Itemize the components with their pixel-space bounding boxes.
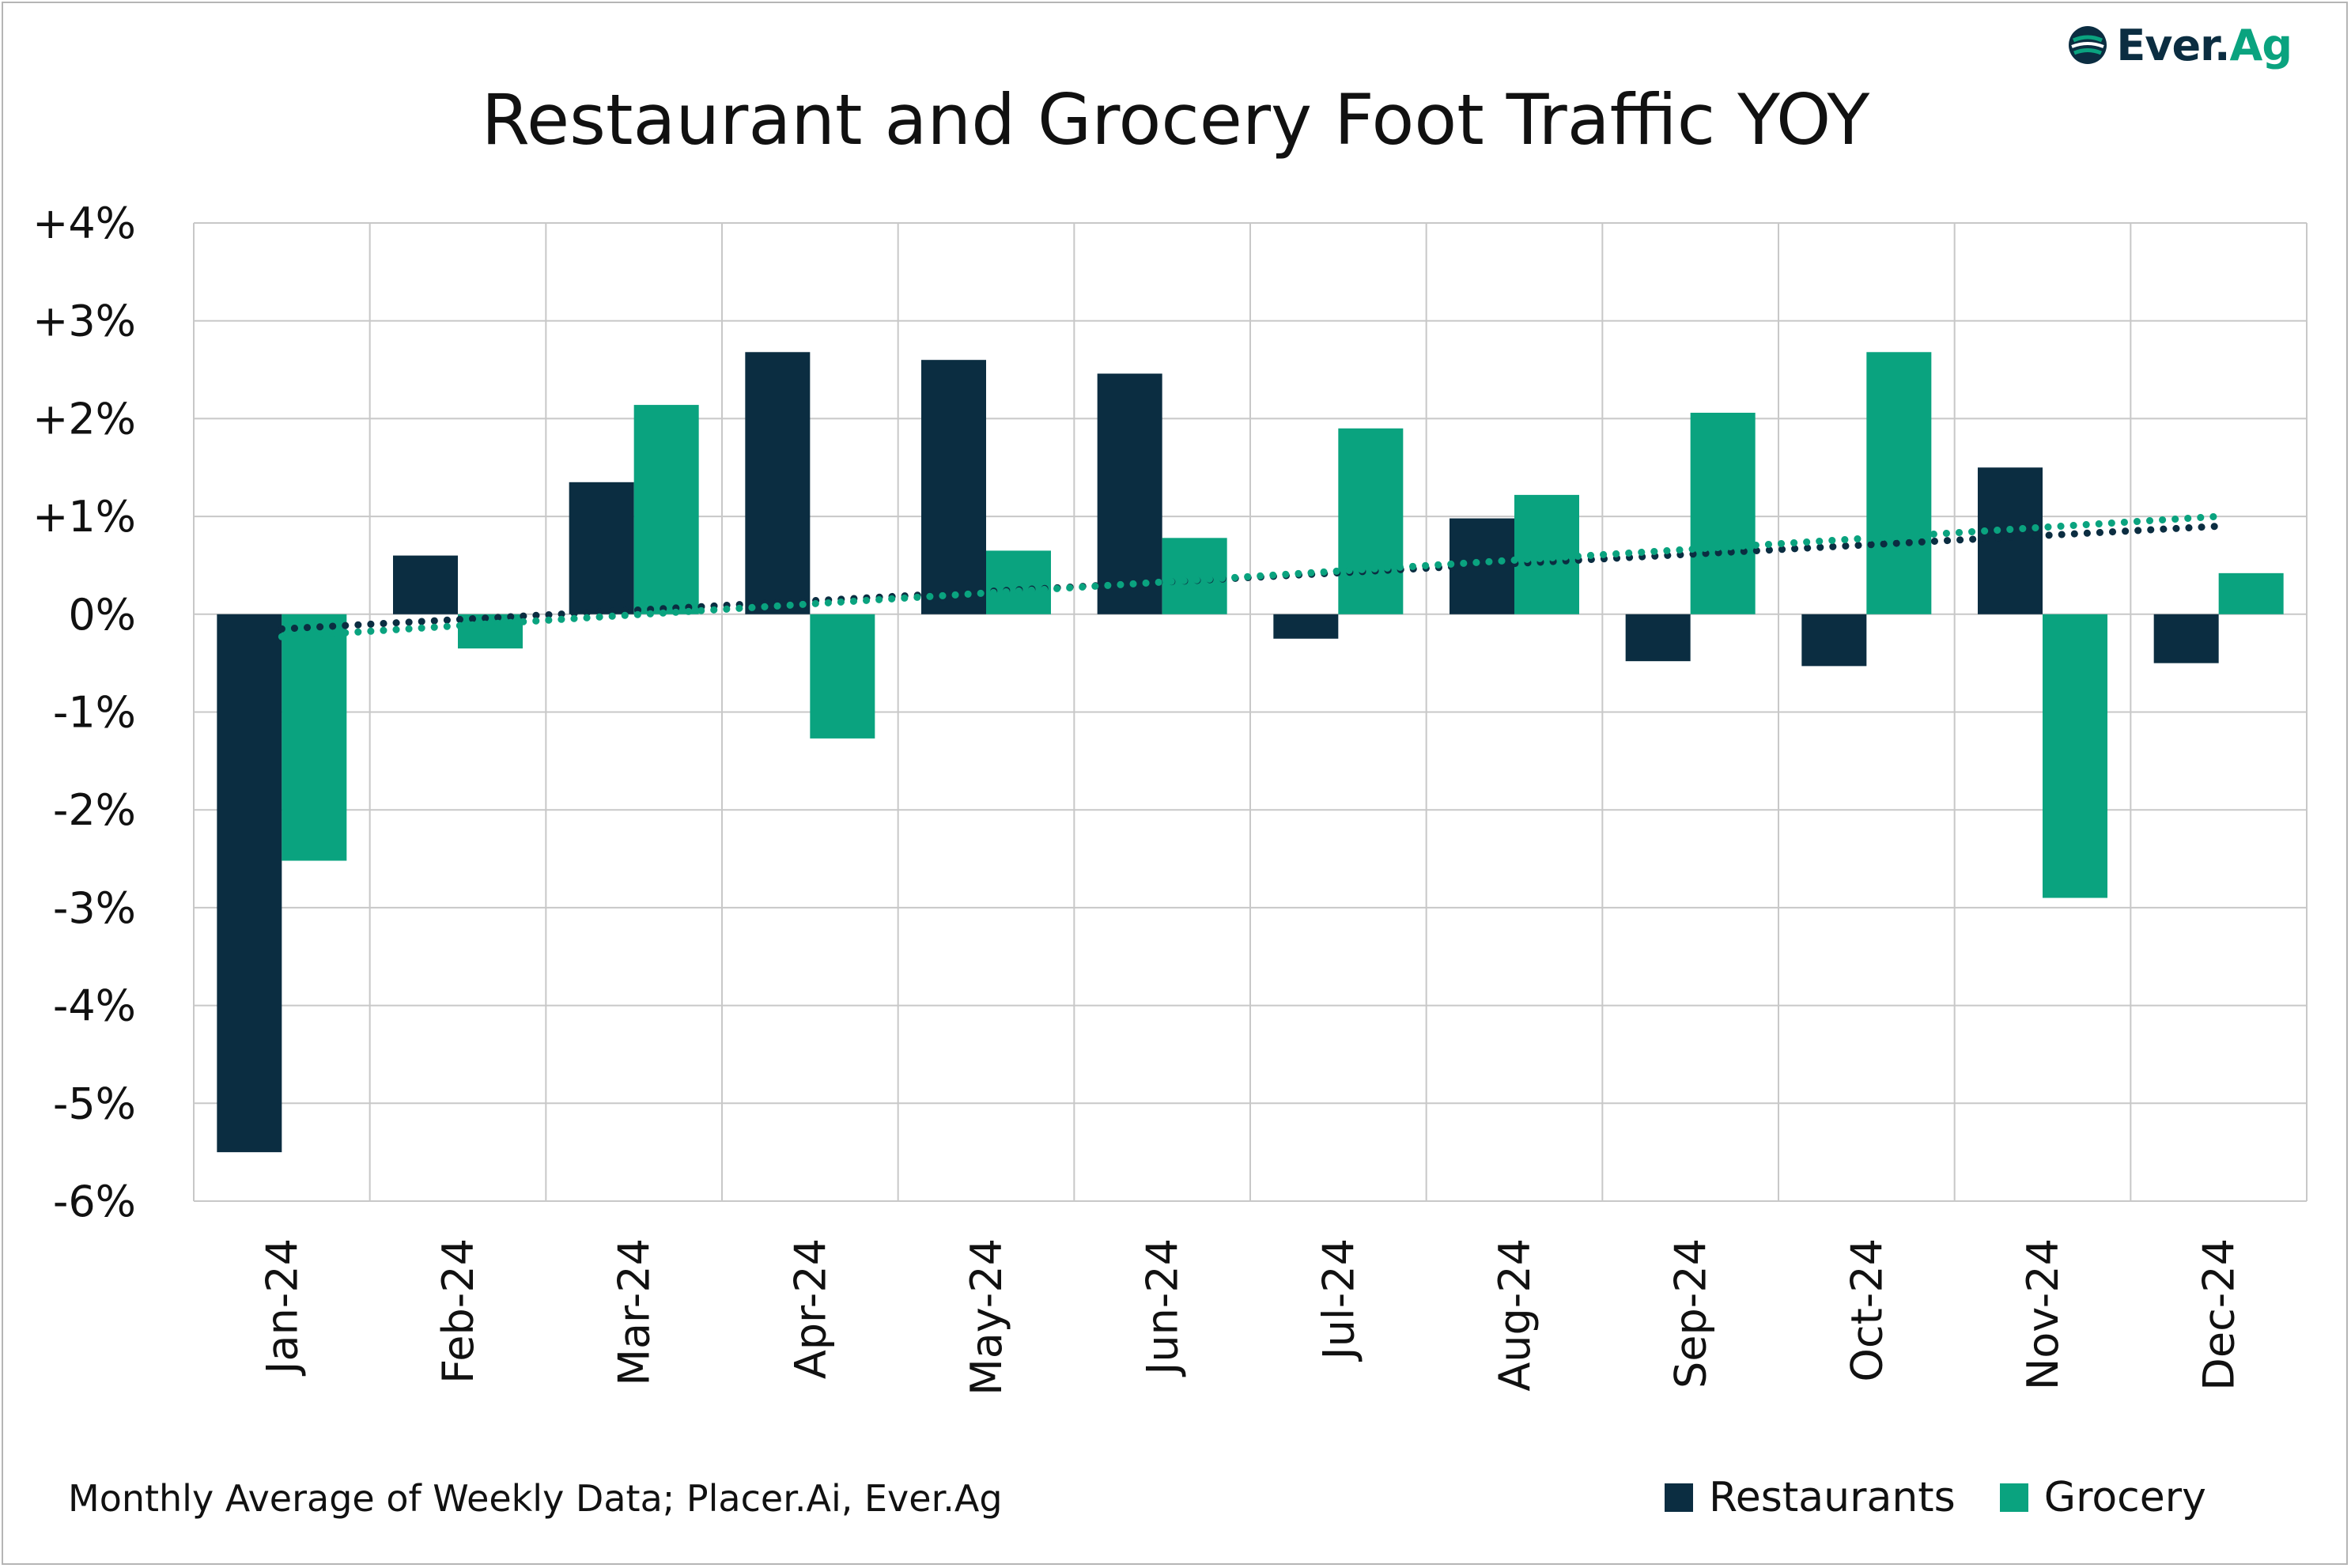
- bar-grocery-sep-24: [1690, 412, 1756, 614]
- x-tick-label: Nov-24: [2018, 1238, 2068, 1390]
- bar-grocery-dec-24: [2218, 572, 2284, 614]
- bar-grocery-jun-24: [1162, 538, 1227, 614]
- ever-ag-logo-icon: [2069, 26, 2107, 64]
- y-tick-label: -6%: [53, 1177, 136, 1226]
- bar-restaurants-oct-24: [1801, 614, 1867, 667]
- bar-restaurants-jan-24: [217, 614, 282, 1153]
- brand-name-main: Ever.: [2116, 20, 2230, 70]
- bar-restaurants-apr-24: [745, 352, 811, 614]
- y-tick-label: -5%: [53, 1079, 136, 1128]
- bar-grocery-jul-24: [1338, 428, 1404, 614]
- bar-grocery-aug-24: [1514, 494, 1579, 614]
- bar-grocery-nov-24: [2043, 614, 2107, 898]
- chart-footnote: Monthly Average of Weekly Data; Placer.A…: [68, 1477, 1003, 1520]
- x-tick-label: Jul-24: [1313, 1238, 1363, 1362]
- bar-restaurants-jun-24: [1097, 373, 1162, 614]
- bar-restaurants-sep-24: [1625, 614, 1691, 662]
- bar-restaurants-feb-24: [393, 555, 458, 614]
- legend-item-restaurants: Restaurants: [1665, 1474, 1956, 1521]
- y-tick-label: 0%: [68, 590, 136, 640]
- trendline-grocery: [278, 512, 2223, 640]
- x-tick-label: Feb-24: [433, 1238, 483, 1384]
- bar-grocery-jan-24: [282, 614, 347, 861]
- y-tick-label: -3%: [53, 883, 136, 933]
- x-tick-label: Sep-24: [1666, 1238, 1716, 1389]
- x-tick-label: Dec-24: [2194, 1238, 2244, 1391]
- x-tick-label: Jan-24: [257, 1238, 307, 1376]
- chart-legend: Restaurants Grocery: [1665, 1474, 2251, 1521]
- bar-grocery-apr-24: [810, 614, 875, 739]
- bar-grocery-may-24: [986, 550, 1051, 614]
- x-tick-label: Mar-24: [610, 1238, 660, 1386]
- x-tick-label: Aug-24: [1490, 1238, 1540, 1392]
- x-tick-label: May-24: [962, 1238, 1011, 1396]
- y-tick-label: +1%: [32, 492, 136, 542]
- legend-label-restaurants: Restaurants: [1709, 1474, 1956, 1521]
- legend-item-grocery: Grocery: [1999, 1474, 2206, 1521]
- brand-name-accent: Ag: [2229, 20, 2292, 70]
- legend-label-grocery: Grocery: [2043, 1474, 2206, 1521]
- legend-swatch-grocery: [1999, 1483, 2028, 1512]
- bar-grocery-mar-24: [633, 405, 699, 614]
- y-tick-label: +2%: [32, 394, 136, 444]
- brand-logo: Ever.Ag: [2067, 17, 2292, 73]
- y-tick-label: -1%: [53, 688, 136, 738]
- bar-restaurants-may-24: [921, 360, 986, 614]
- x-tick-label: Apr-24: [785, 1238, 835, 1379]
- legend-swatch-restaurants: [1665, 1483, 1693, 1512]
- y-tick-label: -4%: [53, 981, 136, 1031]
- bar-restaurants-dec-24: [2153, 614, 2219, 663]
- x-tick-label: Jun-24: [1138, 1238, 1188, 1377]
- chart-title: Restaurant and Grocery Foot Traffic YOY: [481, 79, 1870, 161]
- brand-name: Ever.Ag: [2116, 21, 2292, 70]
- bar-grocery-oct-24: [1866, 352, 1932, 614]
- y-tick-label: -2%: [53, 785, 136, 835]
- bar-restaurants-mar-24: [569, 482, 634, 614]
- bar-restaurants-jul-24: [1273, 614, 1339, 639]
- bar-restaurants-nov-24: [1978, 467, 2043, 614]
- x-tick-label: Oct-24: [1842, 1238, 1892, 1382]
- y-tick-label: +3%: [32, 297, 136, 346]
- y-tick-label: +4%: [32, 198, 136, 248]
